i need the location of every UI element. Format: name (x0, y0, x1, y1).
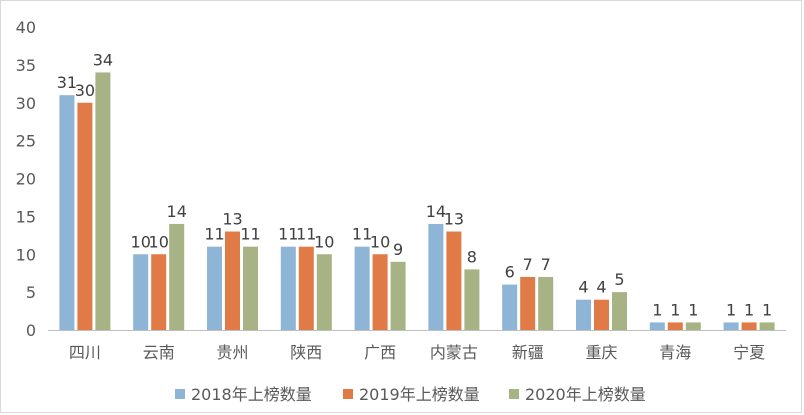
bar (576, 299, 591, 330)
data-label: 4 (578, 278, 588, 297)
y-tick-label: 10 (16, 245, 36, 264)
bar (667, 322, 683, 330)
y-tick-label: 15 (16, 207, 36, 226)
data-label: 7 (523, 255, 533, 274)
bar (169, 223, 185, 330)
data-label: 11 (296, 225, 316, 244)
data-label: 1 (670, 300, 680, 319)
bar (133, 254, 149, 330)
data-label: 10 (314, 232, 334, 251)
data-label: 14 (167, 202, 187, 221)
data-label: 1 (744, 300, 754, 319)
data-label: 4 (596, 278, 606, 297)
data-label: 7 (541, 255, 551, 274)
bar (723, 322, 739, 330)
category-label: 重庆 (585, 343, 617, 362)
bar (502, 284, 518, 330)
bar (390, 261, 406, 330)
category-label: 宁夏 (733, 343, 765, 362)
data-label: 30 (75, 81, 95, 100)
y-tick-label: 40 (16, 18, 36, 37)
data-label: 6 (505, 263, 515, 282)
bar (685, 322, 701, 330)
data-label: 13 (222, 210, 242, 229)
bar (612, 292, 627, 330)
bar (538, 276, 554, 330)
category-label: 青海 (659, 343, 691, 362)
legend-swatch (509, 389, 519, 399)
data-label: 1 (652, 300, 662, 319)
bar (59, 95, 75, 330)
bar (298, 246, 314, 330)
data-label: 9 (393, 240, 403, 259)
legend-label: 2020年上榜数量 (525, 385, 646, 404)
bar (741, 322, 757, 330)
data-label: 10 (149, 232, 169, 251)
y-tick-label: 25 (16, 132, 36, 151)
data-label: 8 (467, 247, 477, 266)
data-label: 1 (762, 300, 772, 319)
data-label: 10 (131, 232, 151, 251)
bar (759, 322, 775, 330)
data-label: 13 (444, 210, 464, 229)
bar (446, 231, 462, 330)
x-axis: 四川 云南 贵州 陕西 广西 内蒙古 新疆 重庆 青海 宁夏 (48, 330, 786, 362)
y-tick-label: 5 (26, 283, 36, 302)
category-label: 新疆 (512, 343, 544, 362)
y-tick-label: 30 (16, 94, 36, 113)
data-label: 31 (57, 73, 77, 92)
data-label: 10 (370, 232, 390, 251)
category-label: 云南 (143, 343, 175, 362)
bar (225, 231, 240, 330)
data-label: 11 (204, 225, 224, 244)
bar (372, 254, 388, 330)
legend-label: 2019年上榜数量 (359, 385, 480, 404)
y-tick-label: 0 (26, 321, 36, 340)
bar (520, 276, 536, 330)
bar (280, 246, 296, 330)
y-tick-label: 35 (16, 56, 36, 75)
data-label: 14 (426, 202, 446, 221)
data-label: 1 (688, 300, 698, 319)
y-axis: 0 5 10 15 20 25 30 35 40 (16, 18, 36, 340)
category-label: 广西 (364, 343, 396, 362)
bar (77, 102, 93, 330)
data-label: 5 (614, 270, 624, 289)
data-label: 11 (240, 225, 260, 244)
data-label: 1 (726, 300, 736, 319)
bar (428, 223, 444, 330)
bar (316, 254, 332, 330)
category-label: 陕西 (290, 343, 322, 362)
legend-label: 2018年上榜数量 (191, 385, 312, 404)
data-label: 11 (278, 225, 298, 244)
bar (151, 254, 167, 330)
y-tick-label: 20 (16, 170, 36, 189)
category-label: 贵州 (216, 343, 248, 362)
bar (207, 246, 222, 330)
legend-swatch (175, 389, 185, 399)
legend: 2018年上榜数量 2019年上榜数量 2020年上榜数量 (175, 385, 646, 404)
bar (354, 246, 370, 330)
bar (649, 322, 665, 330)
bar (243, 246, 258, 330)
legend-swatch (343, 389, 353, 399)
bar (464, 269, 480, 330)
bar (95, 72, 111, 330)
bars (59, 72, 775, 330)
category-label: 四川 (69, 343, 101, 362)
data-label: 11 (352, 225, 372, 244)
data-label: 34 (93, 50, 113, 69)
bar (594, 299, 609, 330)
category-label: 内蒙古 (430, 343, 478, 362)
